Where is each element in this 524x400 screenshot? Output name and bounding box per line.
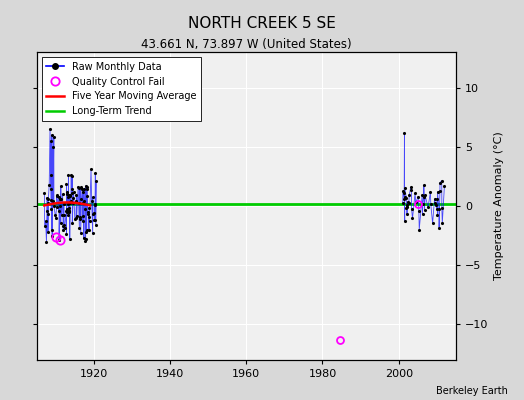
Title: 43.661 N, 73.897 W (United States): 43.661 N, 73.897 W (United States)	[141, 38, 352, 51]
Text: NORTH CREEK 5 SE: NORTH CREEK 5 SE	[188, 16, 336, 31]
Y-axis label: Temperature Anomaly (°C): Temperature Anomaly (°C)	[494, 132, 504, 280]
Text: Berkeley Earth: Berkeley Earth	[436, 386, 508, 396]
Legend: Raw Monthly Data, Quality Control Fail, Five Year Moving Average, Long-Term Tren: Raw Monthly Data, Quality Control Fail, …	[41, 57, 201, 121]
